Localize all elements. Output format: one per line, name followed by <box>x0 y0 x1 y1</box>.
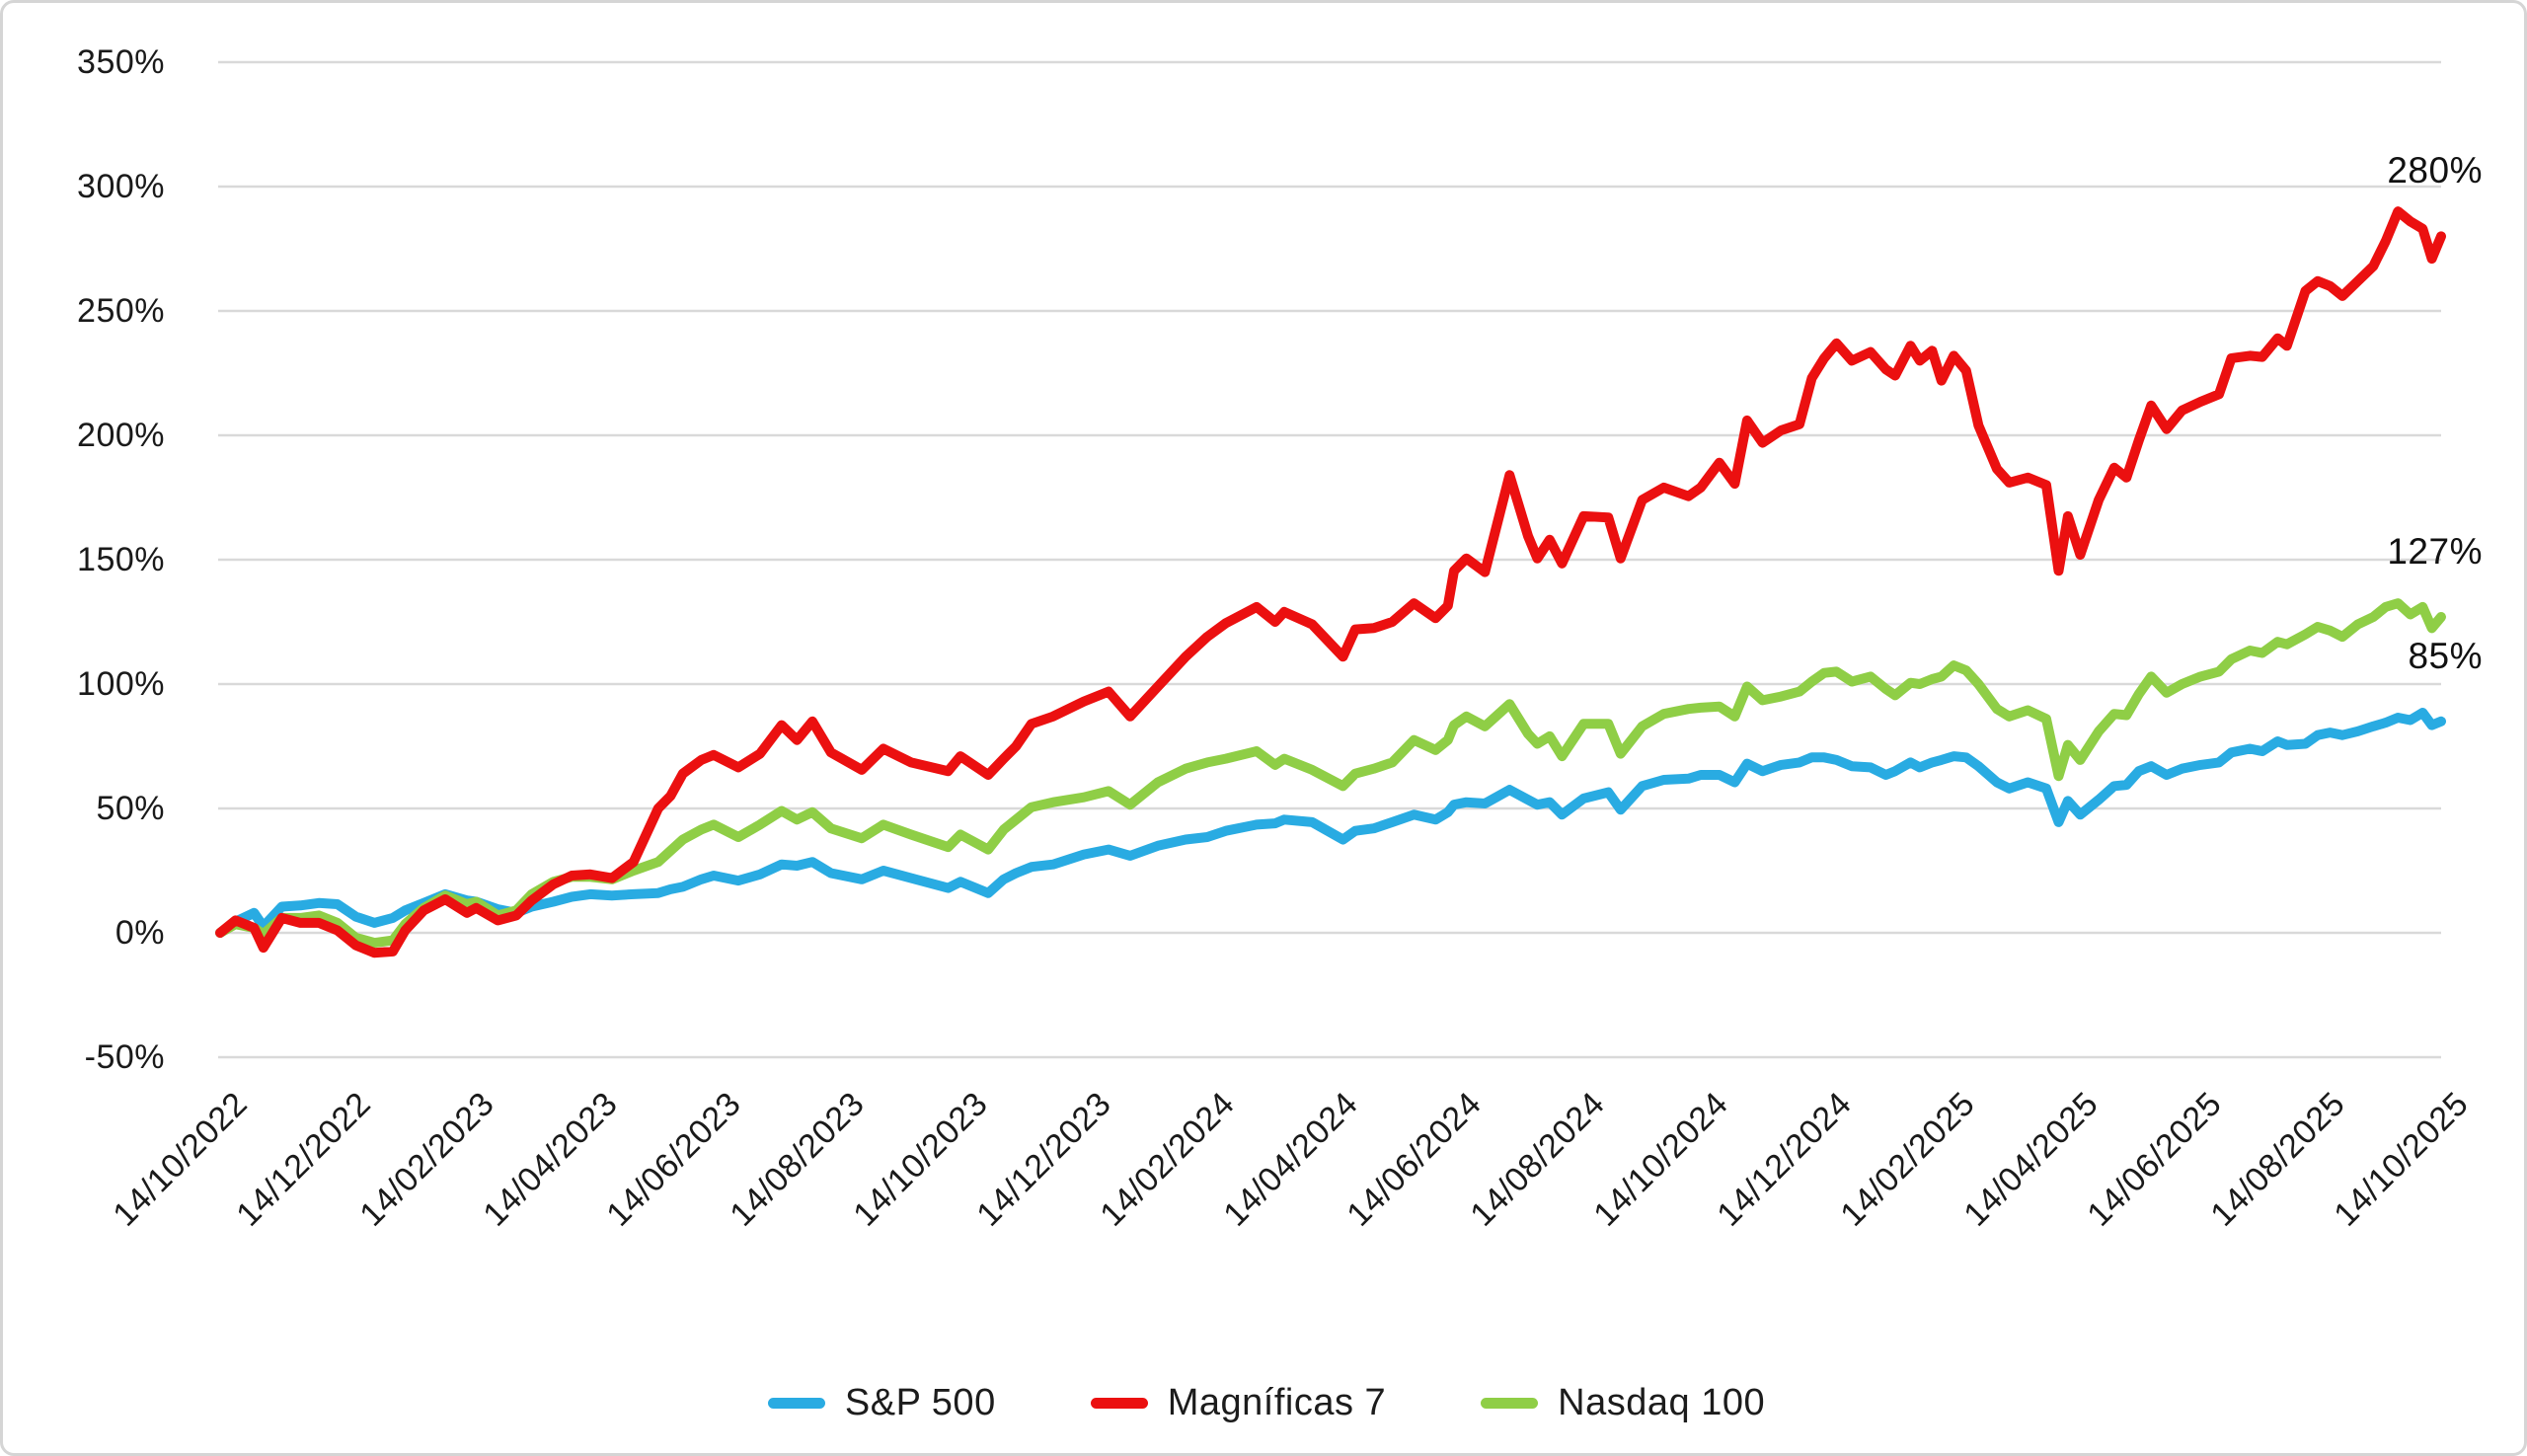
y-axis-label: 200% <box>77 417 165 454</box>
legend-label: Magníficas 7 <box>1167 1381 1387 1423</box>
plot-area <box>215 60 2446 1059</box>
legend-swatch-icon <box>767 1397 825 1409</box>
legend-item-nasdaq-100: Nasdaq 100 <box>1481 1382 1765 1424</box>
series-line-nasdaq-100 <box>215 598 2446 949</box>
legend: S&P 500 Magníficas 7 Nasdaq 100 <box>3 1373 2524 1432</box>
legend-item-magn-ficas-7: Magníficas 7 <box>1090 1381 1387 1424</box>
series-line-magn-ficas-7 <box>215 206 2446 958</box>
y-axis-label: 150% <box>77 541 165 578</box>
y-axis-label: 100% <box>77 665 165 703</box>
legend-swatch-icon <box>1090 1397 1148 1409</box>
y-axis-label: 50% <box>96 790 165 827</box>
legend-swatch-icon <box>1481 1397 1539 1409</box>
legend-label: Nasdaq 100 <box>1558 1381 1766 1423</box>
y-axis-label: 0% <box>115 914 165 952</box>
y-axis-label: -50% <box>84 1038 165 1076</box>
end-label-magn-ficas-7: 280% <box>2387 150 2483 192</box>
series-line-s-p-500 <box>215 708 2446 938</box>
y-axis-label: 350% <box>77 43 165 81</box>
y-axis-label: 250% <box>77 292 165 330</box>
legend-label: S&P 500 <box>844 1381 996 1423</box>
y-axis-label: 300% <box>77 168 165 205</box>
end-label-s-p-500: 85% <box>2408 635 2483 676</box>
end-label-nasdaq-100: 127% <box>2387 530 2483 572</box>
legend-item-s-p-500: S&P 500 <box>767 1381 996 1424</box>
